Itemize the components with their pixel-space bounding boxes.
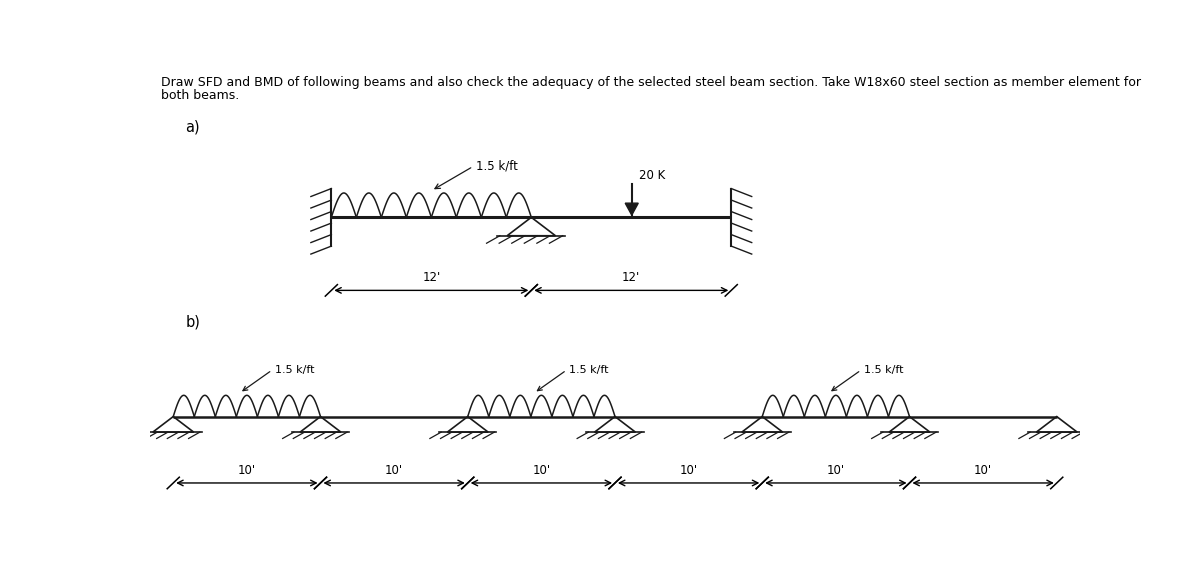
- Text: 1.5 k/ft: 1.5 k/ft: [864, 365, 904, 375]
- Text: a): a): [185, 120, 200, 135]
- Text: 12': 12': [422, 271, 440, 284]
- Polygon shape: [625, 203, 638, 215]
- Text: b): b): [185, 315, 200, 329]
- Text: 10': 10': [533, 464, 551, 477]
- Text: 1.5 k/ft: 1.5 k/ft: [476, 160, 518, 173]
- Text: 10': 10': [385, 464, 403, 477]
- Text: 12': 12': [622, 271, 641, 284]
- Text: both beams.: both beams.: [161, 89, 240, 102]
- Text: Draw SFD and BMD of following beams and also check the adequacy of the selected : Draw SFD and BMD of following beams and …: [161, 76, 1141, 89]
- Text: 1.5 k/ft: 1.5 k/ft: [569, 365, 608, 375]
- Text: 10': 10': [974, 464, 992, 477]
- Text: 10': 10': [827, 464, 845, 477]
- Text: 10': 10': [679, 464, 697, 477]
- Text: 20 K: 20 K: [640, 169, 666, 182]
- Text: 10': 10': [238, 464, 256, 477]
- Text: 1.5 k/ft: 1.5 k/ft: [275, 365, 314, 375]
